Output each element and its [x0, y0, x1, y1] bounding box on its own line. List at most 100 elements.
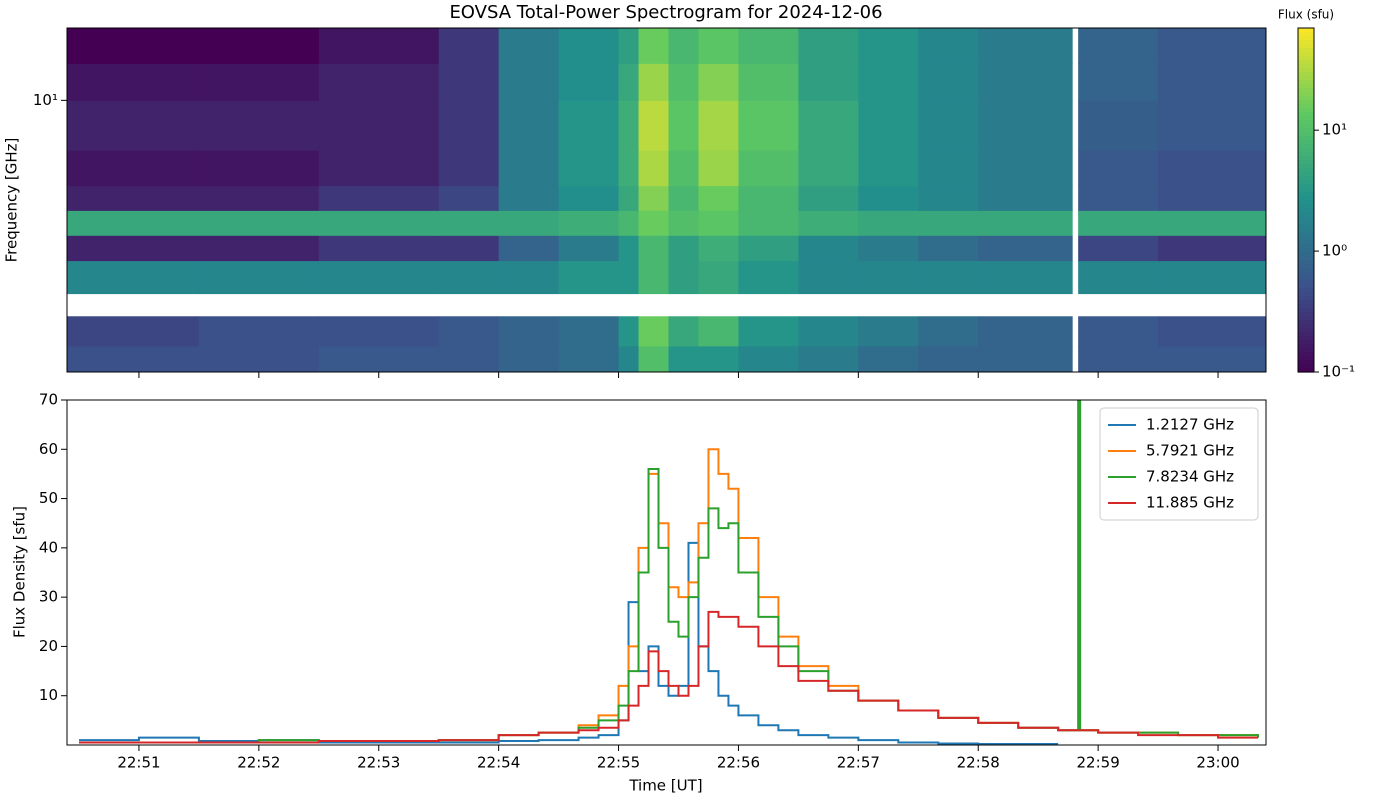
legend-label: 5.7921 GHz — [1146, 442, 1234, 460]
heatmap-cell — [498, 63, 560, 101]
colorbar-step — [1298, 140, 1314, 145]
heatmap-cell — [618, 185, 640, 211]
colorbar-step — [1298, 332, 1314, 337]
heatmap-cell — [498, 210, 560, 236]
colorbar-step — [1298, 308, 1314, 313]
colorbar-step — [1298, 300, 1314, 305]
heatmap-cell — [798, 63, 859, 101]
heatmap-cell — [858, 210, 919, 236]
colorbar-step — [1298, 348, 1314, 353]
heatmap-cell — [738, 63, 799, 101]
colorbar-step — [1298, 296, 1314, 301]
colorbar-step — [1298, 248, 1314, 253]
heatmap-cell — [498, 345, 560, 372]
heatmap-cell — [67, 260, 200, 295]
heatmap-cell — [1078, 100, 1159, 151]
y-tick-label: 10¹ — [33, 91, 58, 109]
heatmap-cell — [668, 28, 699, 64]
heatmap-cell — [1158, 100, 1266, 151]
heatmap-cell — [1158, 63, 1266, 101]
heatmap-cell — [498, 150, 560, 187]
heatmap-cell — [978, 260, 1073, 295]
heatmap-cell — [438, 63, 500, 101]
heatmap-cell — [798, 28, 859, 64]
heatmap-cell — [668, 316, 699, 347]
heatmap-cell — [67, 100, 200, 151]
y-tick-label: 10 — [39, 686, 58, 704]
heatmap-cell — [498, 100, 560, 151]
heatmap-cell — [438, 210, 500, 236]
colorbar-step — [1298, 200, 1314, 205]
heatmap-cell — [67, 316, 200, 347]
heatmap-cell — [858, 150, 919, 187]
x-tick-label: 22:59 — [1077, 754, 1120, 772]
colorbar-step — [1298, 244, 1314, 249]
legend-label: 1.2127 GHz — [1146, 416, 1234, 434]
heatmap-cell — [698, 185, 739, 211]
heatmap-cell — [67, 28, 200, 64]
heatmap-cell — [918, 63, 979, 101]
heatmap-cell — [798, 100, 859, 151]
chart-title: EOVSA Total-Power Spectrogram for 2024-1… — [449, 2, 882, 23]
heatmap-cell — [558, 316, 620, 347]
colorbar-step — [1298, 228, 1314, 233]
heatmap-cell — [698, 235, 739, 262]
colorbar-step — [1298, 232, 1314, 237]
lightcurves: 10 20 30 40 50 60 70 22:51 22:52 22:53 22:54 22:55 2… — [39, 391, 1267, 772]
colorbar-step — [1298, 316, 1314, 321]
colorbar-step — [1298, 196, 1314, 201]
heatmap-cell — [698, 316, 739, 347]
colorbar-tick-label: 10⁰ — [1322, 242, 1347, 260]
colorbar-step — [1298, 368, 1314, 373]
heatmap-cell — [668, 185, 699, 211]
colorbar-step — [1298, 88, 1314, 93]
colorbar-step — [1298, 120, 1314, 125]
heatmap-cell — [1078, 28, 1159, 64]
colorbar-step — [1298, 356, 1314, 361]
heatmap-cell — [738, 28, 799, 64]
heatmap-cell — [318, 28, 440, 64]
heatmap-cell — [558, 345, 620, 372]
colorbar-title: Flux (sfu) — [1278, 8, 1334, 22]
colorbar-step — [1298, 192, 1314, 197]
heatmap-cell — [638, 150, 669, 187]
heatmap-cell — [618, 150, 640, 187]
heatmap-cell — [498, 316, 560, 347]
colorbar-step — [1298, 144, 1314, 149]
heatmap-cell — [798, 235, 859, 262]
heatmap-cell — [67, 150, 200, 187]
colorbar-step — [1298, 180, 1314, 185]
colorbar-step — [1298, 76, 1314, 81]
colorbar-step — [1298, 340, 1314, 345]
colorbar-step — [1298, 48, 1314, 53]
colorbar-step — [1298, 156, 1314, 161]
heatmap-cell — [498, 185, 560, 211]
heatmap-cell — [638, 185, 669, 211]
heatmap-cell — [618, 100, 640, 151]
heatmap-cell — [67, 185, 200, 211]
colorbar-step — [1298, 32, 1314, 37]
heatmap-cell — [978, 210, 1073, 236]
x-tick-label: 22:57 — [837, 754, 880, 772]
heatmap-cell — [318, 63, 440, 101]
heatmap-cell — [978, 345, 1073, 372]
heatmap-cell — [978, 316, 1073, 347]
heatmap-cell — [858, 260, 919, 295]
colorbar-step — [1298, 256, 1314, 261]
colorbar-step — [1298, 328, 1314, 333]
heatmap-cell — [978, 235, 1073, 262]
colorbar-step — [1298, 344, 1314, 349]
heatmap-cell — [638, 260, 669, 295]
colorbar-step — [1298, 184, 1314, 189]
heatmap-cell — [558, 210, 620, 236]
colorbar-step — [1298, 320, 1314, 325]
colorbar-step — [1298, 44, 1314, 49]
heatmap-cell — [67, 63, 200, 101]
heatmap-cell — [918, 316, 979, 347]
heatmap-cell — [638, 235, 669, 262]
colorbar-step — [1298, 216, 1314, 221]
x-axis-title: Time [UT] — [628, 777, 702, 795]
heatmap-cell — [1158, 235, 1266, 262]
heatmap-cell — [738, 210, 799, 236]
